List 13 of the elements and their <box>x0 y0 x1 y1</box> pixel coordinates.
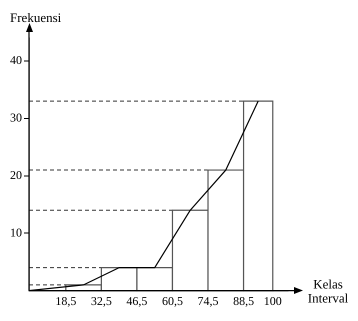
x-tick-label: 18,5 <box>55 294 76 308</box>
x-axis-title: Kelas Interval <box>308 276 349 306</box>
x-tick-label: 60,5 <box>162 294 183 308</box>
x-tick-label: 100 <box>264 294 282 308</box>
x-tick-label: 88,5 <box>233 294 254 308</box>
x-tick-label: 32,5 <box>90 294 112 308</box>
y-axis-title: Frekuensi <box>10 10 62 25</box>
x-tick-label: 46,5 <box>126 294 148 308</box>
y-tick-label: 20 <box>10 168 22 182</box>
x-tick-label: 74,5 <box>198 294 219 308</box>
y-tick-label: 30 <box>10 110 22 125</box>
y-tick-label: 10 <box>10 225 22 240</box>
y-tick-label: 40 <box>10 53 22 68</box>
